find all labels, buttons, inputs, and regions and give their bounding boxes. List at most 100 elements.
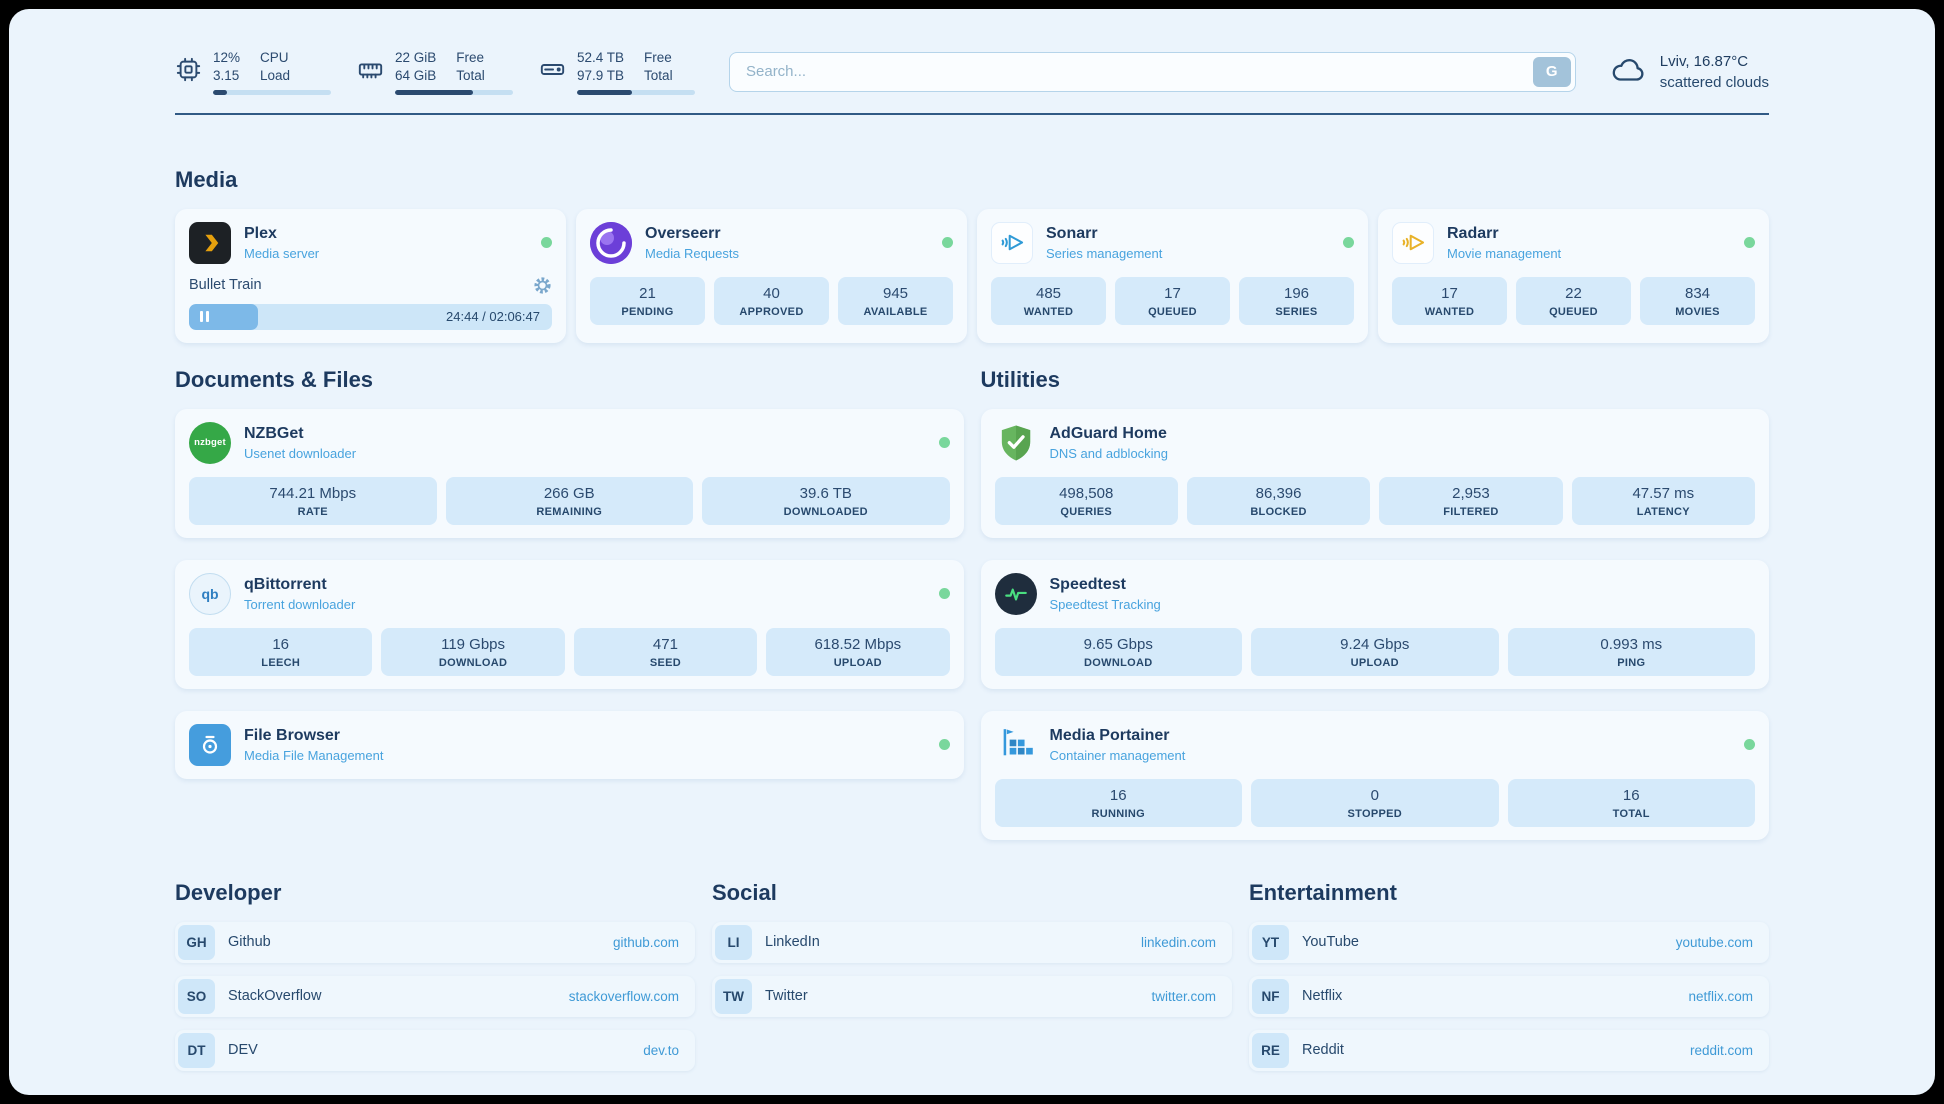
ram-total-value: 64 GiB (395, 67, 437, 83)
stat-chip: 22 QUEUED (1516, 276, 1631, 325)
service-card-portainer[interactable]: Media Portainer Container management 16 … (980, 710, 1769, 840)
bookmark-youtube[interactable]: YT YouTube youtube.com (1249, 921, 1769, 963)
service-subtitle: Media Requests (645, 245, 739, 261)
service-card-adguard[interactable]: AdGuard Home DNS and adblocking 498,508 … (980, 408, 1769, 538)
stat-label: DOWNLOAD (1084, 656, 1153, 669)
middle-columns: Documents & Files nzbget NZBGet Usenet d… (175, 367, 1769, 840)
service-card-speedtest[interactable]: Speedtest Speedtest Tracking 9.65 Gbps D… (980, 559, 1769, 689)
stat-label: RUNNING (1091, 807, 1145, 820)
stat-value: 834 (1684, 284, 1711, 302)
stat-value: 0 (1370, 786, 1379, 804)
cpu-load-value: 3.15 (213, 67, 240, 83)
stat-label: SEED (649, 656, 682, 669)
service-card-sonarr[interactable]: Sonarr Series management 485 WANTED 17 Q… (977, 208, 1368, 343)
bookmark-abbr: LI (715, 924, 752, 960)
qbittorrent-header: qb qBittorrent Torrent downloader (189, 572, 950, 615)
stats-row: 9.65 Gbps DOWNLOAD 9.24 Gbps UPLOAD 0.99… (994, 627, 1755, 676)
playback-progress-bar[interactable]: 24:44 / 02:06:47 (189, 303, 552, 330)
stat-chip: 16 LEECH (189, 627, 373, 676)
dashboard-page: 12% 3.15 CPU Load (9, 9, 1935, 1095)
service-card-qbittorrent[interactable]: qb qBittorrent Torrent downloader 16 LEE… (175, 559, 964, 689)
section-title-social: Social (712, 879, 777, 905)
bookmark-reddit[interactable]: RE Reddit reddit.com (1249, 1029, 1769, 1071)
ram-label-1: Free (456, 50, 485, 65)
bookmark-url[interactable]: youtube.com (1675, 934, 1753, 950)
stat-value: 9.65 Gbps (1083, 635, 1153, 653)
bookmark-github[interactable]: GH Github github.com (175, 921, 695, 963)
overseerr-header: Overseerr Media Requests (590, 221, 953, 264)
bookmark-url[interactable]: dev.to (643, 1042, 679, 1058)
stat-label: QUEUED (1148, 305, 1197, 318)
stat-chip: 196 SERIES (1239, 276, 1354, 325)
stat-chip: 471 SEED (573, 627, 758, 676)
status-dot (938, 437, 950, 449)
service-card-overseerr[interactable]: Overseerr Media Requests 21 PENDING 40 A… (576, 208, 967, 343)
section-social: Social LI LinkedIn linkedin.com TW Twitt… (712, 880, 1232, 1071)
stat-value: 498,508 (1059, 484, 1114, 502)
bookmark-abbr: SO (178, 978, 215, 1014)
header-divider (175, 112, 1769, 115)
service-card-plex[interactable]: Plex Media server Bullet Train (175, 208, 566, 343)
stat-label: STOPPED (1347, 807, 1402, 820)
section-title-developer: Developer (175, 879, 282, 905)
cpu-label-2: Load (260, 67, 291, 83)
stat-value: 196 (1283, 284, 1310, 302)
stat-value: 16 (1622, 786, 1640, 804)
status-dot (1343, 237, 1354, 249)
stat-chip: 2,953 FILTERED (1379, 476, 1563, 525)
stat-label: AVAILABLE (863, 305, 928, 318)
sonarr-header: Sonarr Series management (991, 221, 1354, 264)
now-playing-row: Bullet Train (189, 276, 552, 295)
bookmark-url[interactable]: linkedin.com (1140, 934, 1216, 950)
status-dot (938, 739, 950, 751)
stats-row: 21 PENDING 40 APPROVED 945 AVAILABLE (590, 276, 953, 325)
bookmark-abbr: RE (1252, 1032, 1289, 1068)
speedtest-icon (994, 572, 1037, 615)
service-subtitle: Media server (244, 245, 320, 261)
service-card-filebrowser[interactable]: File Browser Media File Management (175, 710, 964, 779)
service-card-radarr[interactable]: Radarr Movie management 17 WANTED 22 QUE… (1378, 208, 1769, 343)
stat-label: SERIES (1275, 305, 1318, 318)
stat-chip: 47.57 ms LATENCY (1571, 476, 1755, 525)
cpu-usage-value: 12% (213, 50, 241, 65)
bookmark-url[interactable]: reddit.com (1689, 1042, 1753, 1058)
stat-chip: 17 QUEUED (1115, 276, 1230, 325)
bookmark-url[interactable]: stackoverflow.com (568, 988, 679, 1004)
stat-chip: 16 TOTAL (1507, 778, 1755, 827)
ram-free-value: 22 GiB (395, 50, 437, 65)
bookmark-name: Twitter (765, 988, 808, 1005)
stat-chip: 16 RUNNING (994, 778, 1242, 827)
bookmark-name: YouTube (1302, 934, 1359, 951)
cpu-progress-bar (213, 89, 331, 95)
gear-icon[interactable] (533, 276, 552, 295)
stat-chip: 498,508 QUERIES (994, 476, 1178, 525)
stat-value: 9.24 Gbps (1340, 635, 1410, 653)
bookmark-stackoverflow[interactable]: SO StackOverflow stackoverflow.com (175, 975, 695, 1017)
service-card-nzbget[interactable]: nzbget NZBGet Usenet downloader 744.21 M… (175, 408, 964, 538)
ram-progress-fill (395, 89, 473, 95)
stat-chip: 0 STOPPED (1251, 778, 1499, 827)
portainer-icon (995, 724, 1037, 766)
bookmark-name: StackOverflow (228, 988, 322, 1005)
disk-label-2: Total (644, 67, 673, 83)
bookmark-url[interactable]: github.com (612, 934, 679, 950)
bookmark-dev[interactable]: DT DEV dev.to (175, 1029, 695, 1071)
qbittorrent-icon: qb (189, 572, 231, 615)
service-name: Radarr (1447, 224, 1499, 242)
stat-chip: 618.52 Mbps UPLOAD (766, 627, 950, 676)
stat-value: 744.21 Mbps (269, 484, 357, 502)
search-engine-button[interactable]: G (1532, 56, 1571, 87)
section-media: Media Plex Media server Bullet Train (175, 167, 1769, 343)
search-input[interactable] (729, 51, 1576, 92)
section-title-utilities: Utilities (980, 366, 1060, 392)
disk-progress-bar (577, 89, 695, 95)
bookmark-url[interactable]: netflix.com (1688, 988, 1753, 1004)
playback-time: 24:44 / 02:06:47 (446, 309, 540, 325)
bookmark-linkedin[interactable]: LI LinkedIn linkedin.com (712, 921, 1232, 963)
bookmark-netflix[interactable]: NF Netflix netflix.com (1249, 975, 1769, 1017)
service-subtitle: DNS and adblocking (1049, 445, 1169, 461)
disk-progress-fill (577, 89, 633, 95)
bookmark-twitter[interactable]: TW Twitter twitter.com (712, 975, 1232, 1017)
bookmark-url[interactable]: twitter.com (1151, 988, 1216, 1004)
stat-value: 618.52 Mbps (814, 635, 902, 653)
